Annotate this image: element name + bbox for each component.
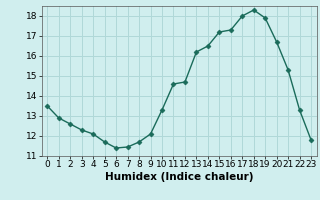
X-axis label: Humidex (Indice chaleur): Humidex (Indice chaleur) bbox=[105, 172, 253, 182]
